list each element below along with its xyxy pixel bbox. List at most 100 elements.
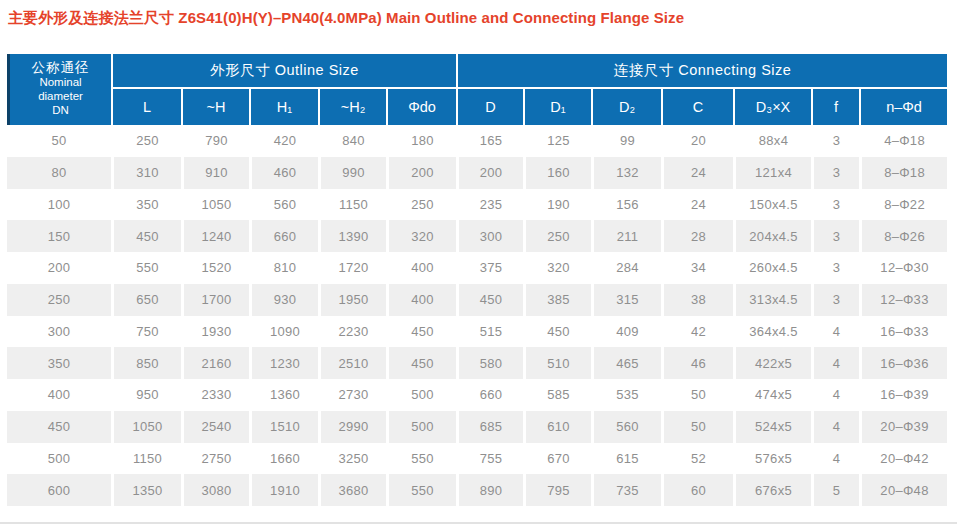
table-cell: 474x5 [733, 379, 811, 411]
dn-value: 350 [7, 347, 111, 379]
table-row-dn-200: 2005501520810172040037532028434260x4.531… [7, 252, 947, 284]
table-cell: 3 [811, 252, 859, 284]
table-cell: 46 [661, 347, 733, 379]
table-cell: 1050 [111, 411, 181, 443]
table-cell: 910 [181, 157, 249, 189]
table-cell: 660 [456, 379, 523, 411]
table-cell: 125 [523, 125, 591, 157]
table-cell: 400 [386, 284, 456, 316]
table-cell: 12–Φ30 [859, 252, 947, 284]
table-cell: 88x4 [733, 125, 811, 157]
page-title: 主要外形及连接法兰尺寸 Z6S41(0)H(Y)–PN40(4.0MPa) Ma… [0, 0, 957, 27]
table-cell: 2330 [181, 379, 249, 411]
table-cell: 20–Φ42 [859, 443, 947, 475]
column-header-11: f [811, 87, 859, 125]
table-cell: 99 [591, 125, 661, 157]
table-cell: 550 [111, 252, 181, 284]
table-cell: 300 [456, 220, 523, 252]
dn-value: 250 [7, 284, 111, 316]
table-cell: 385 [523, 284, 591, 316]
table-cell: 156 [591, 189, 661, 221]
table-cell: 1660 [249, 443, 318, 475]
table-cell: 510 [523, 347, 591, 379]
table-cell: 890 [456, 474, 523, 506]
dn-value: 150 [7, 220, 111, 252]
table-row-dn-250: 2506501700930195040045038531538313x4.531… [7, 284, 947, 316]
table-cell: 990 [318, 157, 386, 189]
table-cell: 524x5 [733, 411, 811, 443]
table-cell: 750 [111, 316, 181, 348]
column-header-7: D₁ [523, 87, 591, 125]
table-cell: 685 [456, 411, 523, 443]
table-cell: 930 [249, 284, 318, 316]
table-cell: 12–Φ33 [859, 284, 947, 316]
table-cell: 610 [523, 411, 591, 443]
table-cell: 8–Φ18 [859, 157, 947, 189]
table-cell: 315 [591, 284, 661, 316]
table-cell: 1390 [318, 220, 386, 252]
table-cell: 810 [249, 252, 318, 284]
table-cell: 550 [386, 474, 456, 506]
table-cell: 16–Φ33 [859, 316, 947, 348]
dn-value: 100 [7, 189, 111, 221]
table-cell: 375 [456, 252, 523, 284]
table-cell: 260x4.5 [733, 252, 811, 284]
dn-value: 500 [7, 443, 111, 475]
table-row-dn-450: 450105025401510299050068561056050524x542… [7, 411, 947, 443]
table-cell: 28 [661, 220, 733, 252]
table-cell: 310 [111, 157, 181, 189]
table-cell: 450 [386, 316, 456, 348]
table-cell: 660 [249, 220, 318, 252]
table-cell: 735 [591, 474, 661, 506]
table-cell: 795 [523, 474, 591, 506]
table-cell: 204x4.5 [733, 220, 811, 252]
column-header-8: D₂ [591, 87, 661, 125]
table-cell: 42 [661, 316, 733, 348]
table-cell: 2990 [318, 411, 386, 443]
column-header-10: D₃×X [733, 87, 811, 125]
table-cell: 950 [111, 379, 181, 411]
table-cell: 16–Φ36 [859, 347, 947, 379]
table-cell: 24 [661, 189, 733, 221]
table-cell: 4 [811, 316, 859, 348]
table-cell: 2730 [318, 379, 386, 411]
table-row-dn-600: 600135030801910368055089079573560676x552… [7, 474, 947, 506]
column-header-5: Φdo [386, 87, 456, 125]
table-cell: 465 [591, 347, 661, 379]
dn-value: 50 [7, 125, 111, 157]
table-cell: 2540 [181, 411, 249, 443]
table-cell: 3 [811, 284, 859, 316]
table-cell: 2510 [318, 347, 386, 379]
table-cell: 3 [811, 157, 859, 189]
table-cell: 3 [811, 125, 859, 157]
table-cell: 313x4.5 [733, 284, 811, 316]
table-cell: 165 [456, 125, 523, 157]
table-cell: 515 [456, 316, 523, 348]
dn-value: 80 [7, 157, 111, 189]
table-cell: 250 [386, 189, 456, 221]
table-cell: 8–Φ22 [859, 189, 947, 221]
table-cell: 535 [591, 379, 661, 411]
table-cell: 670 [523, 443, 591, 475]
table-cell: 1350 [111, 474, 181, 506]
table-cell: 200 [386, 157, 456, 189]
table-cell: 320 [386, 220, 456, 252]
table-cell: 650 [111, 284, 181, 316]
table-row-dn-300: 30075019301090223045051545040942364x4.54… [7, 316, 947, 348]
table-cell: 450 [386, 347, 456, 379]
table-cell: 755 [456, 443, 523, 475]
table-cell: 550 [386, 443, 456, 475]
table-cell: 840 [318, 125, 386, 157]
table-cell: 284 [591, 252, 661, 284]
table-cell: 790 [181, 125, 249, 157]
table-cell: 8–Φ26 [859, 220, 947, 252]
table-cell: 16–Φ39 [859, 379, 947, 411]
table-cell: 1700 [181, 284, 249, 316]
table-cell: 1150 [111, 443, 181, 475]
table-cell: 1520 [181, 252, 249, 284]
flange-size-table: 公称通径 Nominal diameter DN 外形尺寸 Outline Si… [7, 54, 947, 506]
table-cell: 250 [111, 125, 181, 157]
table-row-dn-100: 1003501050560115025023519015624150x4.538… [7, 189, 947, 221]
table-cell: 500 [386, 411, 456, 443]
table-row-dn-500: 500115027501660325055075567061552576x542… [7, 443, 947, 475]
